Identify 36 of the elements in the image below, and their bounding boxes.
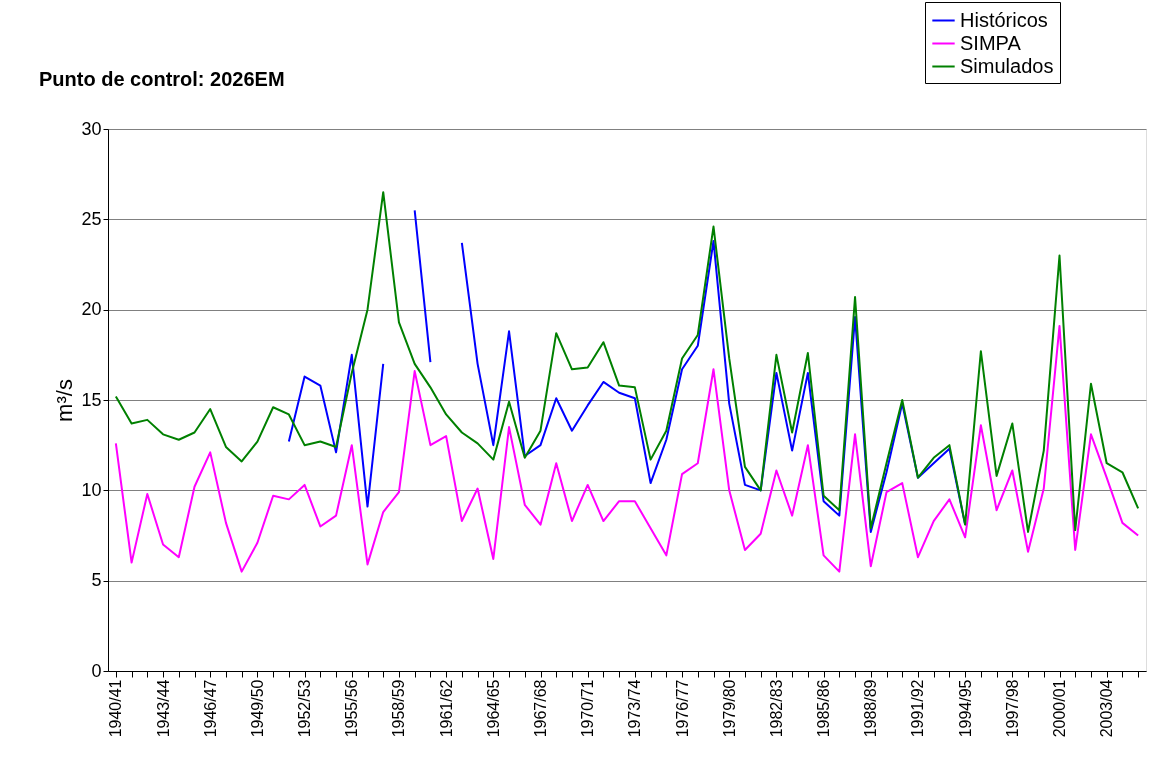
x-tick-label: 1997/98 (1003, 679, 1021, 738)
y-tick-label: 5 (91, 570, 102, 591)
line-series (114, 191, 1140, 533)
x-tick-label: 1952/53 (296, 679, 314, 738)
x-tick-label: 2003/04 (1098, 679, 1116, 738)
x-tick-label: 1961/62 (437, 679, 455, 738)
x-tick-label: 1967/68 (532, 679, 549, 738)
x-tick-label: 1955/56 (343, 679, 361, 738)
x-tick-label: 1988/89 (862, 679, 880, 738)
legend-label: Simulados (960, 54, 1054, 77)
y-axis-title: m³/s (52, 379, 78, 422)
x-tick-label: 1982/83 (767, 679, 785, 738)
x-tick-label: 1943/44 (154, 679, 172, 738)
x-tick-label: 1964/65 (484, 679, 502, 738)
y-tick-label: 20 (81, 299, 102, 320)
x-tick-label: 1940/41 (107, 679, 125, 738)
x-tick-label: 1946/47 (201, 679, 219, 738)
x-tick-label: 1979/80 (720, 679, 738, 738)
y-tick-label: 0 (91, 660, 102, 681)
y-tick-label: 25 (81, 208, 102, 229)
line-series (114, 324, 1140, 573)
chart-title: Punto de control: 2026EM (38, 67, 285, 90)
x-tick-label: 1994/95 (956, 679, 974, 738)
x-tick-label: 1970/71 (579, 679, 597, 738)
legend-label: SIMPA (960, 31, 1022, 54)
y-tick-label: 30 (81, 118, 102, 139)
x-tick-label: 1949/50 (248, 679, 266, 738)
y-tick-label: 10 (81, 479, 102, 500)
x-tick-label: 1976/77 (673, 679, 691, 738)
x-tick-label: 1991/92 (909, 679, 927, 738)
x-tick-label: 1985/86 (815, 679, 833, 738)
legend-label: Históricos (960, 8, 1048, 31)
x-tick-label: 1973/74 (626, 679, 644, 738)
x-tick-label: 2000/01 (1051, 679, 1068, 738)
x-tick-label: 1958/59 (390, 679, 408, 738)
y-tick-label: 15 (81, 389, 102, 410)
